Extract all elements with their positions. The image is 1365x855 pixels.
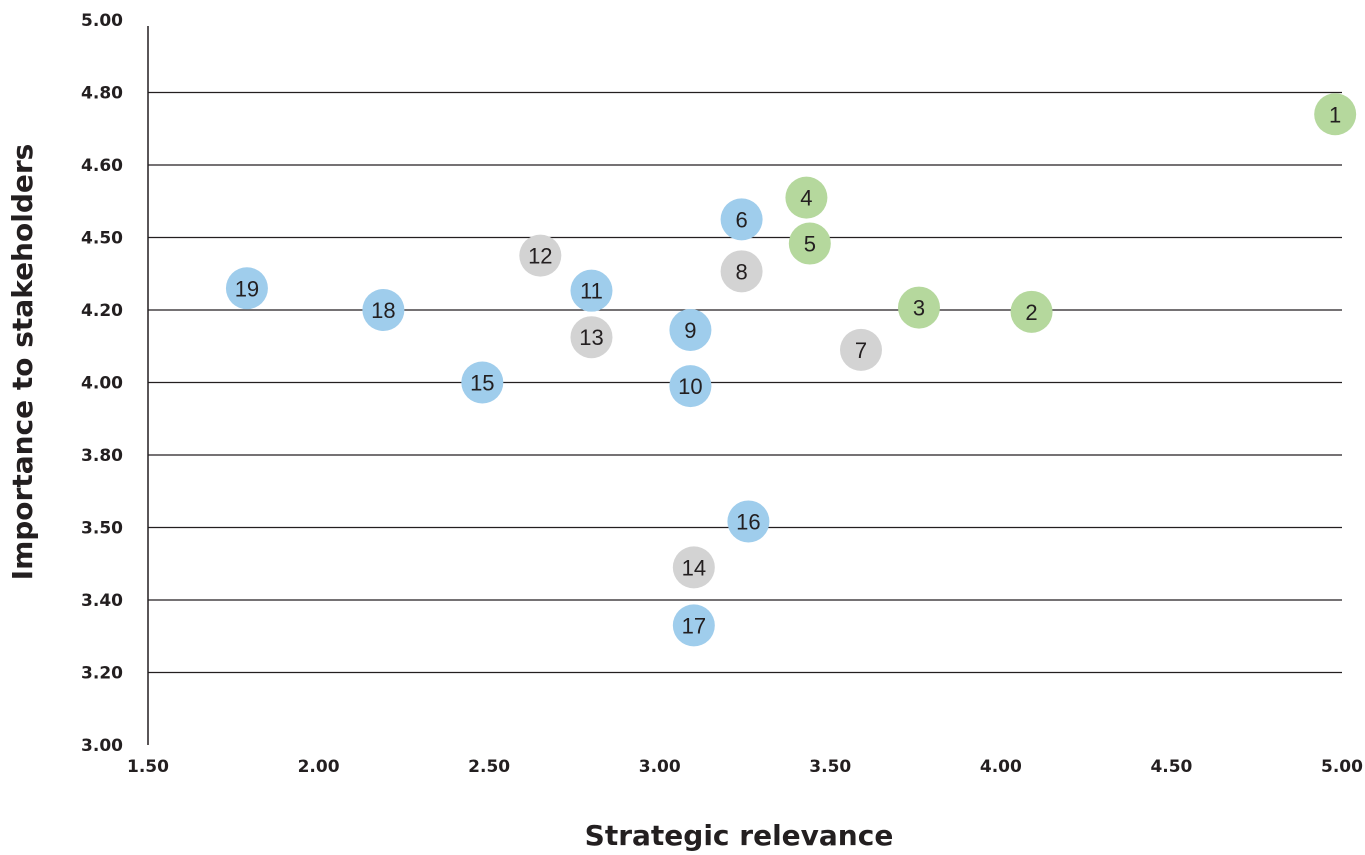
point-label: 18 (371, 298, 395, 323)
y-tick-label: 3.80 (81, 446, 123, 466)
point-label: 2 (1025, 300, 1037, 325)
point-label: 6 (735, 207, 747, 232)
point-marker (672, 546, 715, 589)
point-marker (669, 365, 712, 408)
point-label: 19 (235, 276, 259, 301)
data-point-11: 11 (570, 269, 613, 312)
point-marker (1010, 290, 1053, 333)
grid-lines (148, 91, 1342, 674)
x-tick-label: 4.50 (1150, 757, 1192, 777)
data-point-19: 19 (225, 267, 268, 310)
point-label: 14 (682, 555, 706, 580)
point-marker (727, 500, 770, 543)
x-tick-label: 3.00 (639, 757, 681, 777)
point-label: 13 (579, 325, 603, 350)
data-point-12: 12 (519, 234, 562, 277)
data-point-15: 15 (461, 361, 504, 404)
point-marker (1314, 93, 1357, 136)
y-axis-title: Importance to stakeholders (6, 144, 39, 581)
y-tick-label: 3.20 (81, 664, 123, 684)
point-label: 3 (913, 296, 925, 321)
data-point-3: 3 (897, 286, 940, 329)
point-label: 16 (736, 509, 760, 534)
y-axis-ticks: 3.00 3.20 3.40 3.50 3.80 4.00 4.20 4.50 4.60 4.80… (81, 11, 123, 756)
y-tick-label: 5.00 (81, 11, 123, 31)
point-label: 11 (580, 279, 603, 304)
y-tick-label: 4.00 (81, 374, 123, 394)
data-point-7: 7 (839, 328, 882, 371)
data-point-10: 10 (669, 365, 712, 408)
y-tick-label: 3.40 (81, 591, 123, 611)
data-point-6: 6 (720, 198, 763, 241)
data-point-9: 9 (669, 308, 712, 351)
x-tick-label: 2.00 (298, 757, 340, 777)
point-label: 4 (800, 186, 812, 211)
point-marker (519, 234, 562, 277)
x-tick-label: 5.00 (1321, 757, 1363, 777)
y-tick-label: 4.50 (81, 229, 123, 249)
data-point-18: 18 (362, 289, 405, 331)
point-marker (672, 604, 715, 647)
point-marker (720, 198, 763, 241)
x-tick-label: 2.50 (468, 757, 510, 777)
data-point-16: 16 (727, 500, 770, 543)
point-marker (788, 222, 831, 265)
point-label: 15 (470, 371, 494, 396)
data-point-17: 17 (672, 604, 715, 647)
x-tick-label: 4.00 (980, 757, 1022, 777)
point-marker (720, 250, 763, 293)
x-axis-ticks: 1.50 2.00 2.50 3.00 3.50 4.00 4.50 5.00 (127, 757, 1363, 777)
data-point-14: 14 (672, 546, 715, 589)
point-label: 10 (678, 374, 702, 399)
point-label: 7 (855, 338, 867, 363)
y-tick-label: 4.80 (81, 84, 123, 104)
y-tick-label: 3.00 (81, 736, 123, 756)
point-label: 12 (528, 244, 552, 269)
y-tick-label: 4.60 (81, 156, 123, 176)
data-point-13: 13 (570, 316, 613, 359)
x-tick-label: 1.50 (127, 757, 169, 777)
data-point-1: 1 (1314, 93, 1357, 136)
data-point-8: 8 (720, 250, 763, 293)
point-marker (785, 176, 828, 219)
point-marker (362, 289, 405, 331)
data-point-5: 5 (788, 222, 831, 265)
point-marker (461, 361, 504, 404)
point-marker (570, 316, 613, 359)
point-label: 17 (682, 613, 706, 638)
y-tick-label: 3.50 (81, 519, 123, 539)
point-label: 1 (1329, 102, 1341, 127)
point-label: 9 (684, 318, 696, 343)
point-marker (570, 269, 613, 312)
x-tick-label: 3.50 (809, 757, 851, 777)
point-marker (839, 328, 882, 371)
point-marker (225, 267, 268, 310)
point-marker (897, 286, 940, 329)
point-marker (669, 308, 712, 351)
point-label: 5 (804, 232, 816, 257)
point-label: 8 (735, 259, 747, 284)
y-tick-label: 4.20 (81, 301, 123, 321)
data-point-2: 2 (1010, 290, 1053, 333)
x-axis-title: Strategic relevance (585, 819, 894, 852)
data-point-4: 4 (785, 176, 828, 219)
